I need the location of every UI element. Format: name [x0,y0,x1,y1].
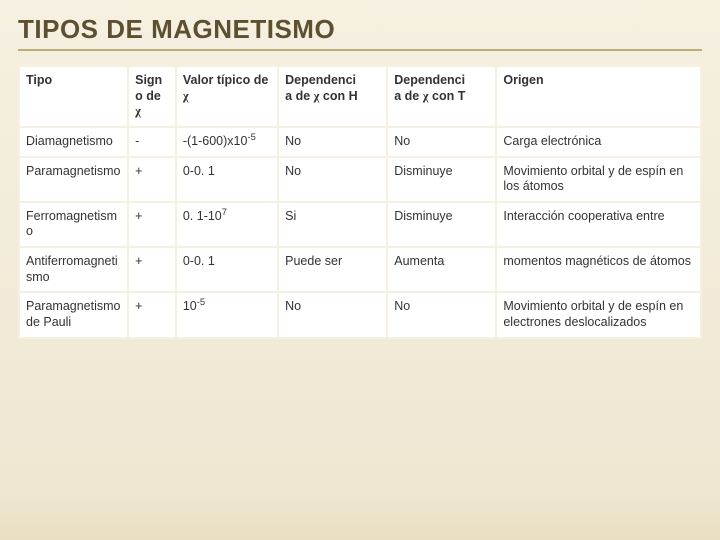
col-header-signo: Signo deχ [128,66,176,127]
cell-tipo: Antiferromagnetismo [19,247,128,292]
col-header-dep-h: Dependencia de χ con H [278,66,387,127]
cell-dep-t: Disminuye [387,157,496,202]
cell-valor: 10-5 [176,292,278,337]
table-row: Diamagnetismo - -(1-600)x10-5 No No Carg… [19,127,701,157]
cell-valor: -(1-600)x10-5 [176,127,278,157]
table-row: Paramagnetismo + 0-0. 1 No Disminuye Mov… [19,157,701,202]
table-header-row: Tipo Signo deχ Valor típico de χ Depende… [19,66,701,127]
cell-signo: + [128,157,176,202]
cell-dep-h: No [278,157,387,202]
cell-valor: 0-0. 1 [176,157,278,202]
cell-dep-t: Disminuye [387,202,496,247]
slide: TIPOS DE MAGNETISMO Tipo Signo deχ Valor… [0,0,720,540]
title-underline [18,49,702,51]
cell-signo: + [128,247,176,292]
cell-valor: 0. 1-107 [176,202,278,247]
cell-origen: momentos magnéticos de átomos [496,247,701,292]
cell-origen: Interacción cooperativa entre [496,202,701,247]
cell-tipo: Paramagnetismo [19,157,128,202]
col-header-valor: Valor típico de χ [176,66,278,127]
cell-dep-h: No [278,292,387,337]
cell-signo: + [128,202,176,247]
cell-valor: 0-0. 1 [176,247,278,292]
cell-origen: Movimiento orbital y de espín en los áto… [496,157,701,202]
cell-signo: - [128,127,176,157]
cell-tipo: Diamagnetismo [19,127,128,157]
page-title: TIPOS DE MAGNETISMO [18,14,702,45]
cell-dep-h: No [278,127,387,157]
cell-signo: + [128,292,176,337]
cell-dep-h: Si [278,202,387,247]
cell-dep-t: No [387,292,496,337]
cell-origen: Movimiento orbital y de espín en electro… [496,292,701,337]
cell-origen: Carga electrónica [496,127,701,157]
table-row: Ferromagnetismo + 0. 1-107 Si Disminuye … [19,202,701,247]
cell-dep-t: No [387,127,496,157]
cell-tipo: Paramagnetismo de Pauli [19,292,128,337]
col-header-dep-t: Dependencia de χ con T [387,66,496,127]
col-header-origen: Origen [496,66,701,127]
cell-dep-t: Aumenta [387,247,496,292]
cell-dep-h: Puede ser [278,247,387,292]
table-row: Paramagnetismo de Pauli + 10-5 No No Mov… [19,292,701,337]
cell-tipo: Ferromagnetismo [19,202,128,247]
title-block: TIPOS DE MAGNETISMO [18,14,702,59]
table-row: Antiferromagnetismo + 0-0. 1 Puede ser A… [19,247,701,292]
col-header-tipo: Tipo [19,66,128,127]
magnetismo-table: Tipo Signo deχ Valor típico de χ Depende… [18,65,702,339]
